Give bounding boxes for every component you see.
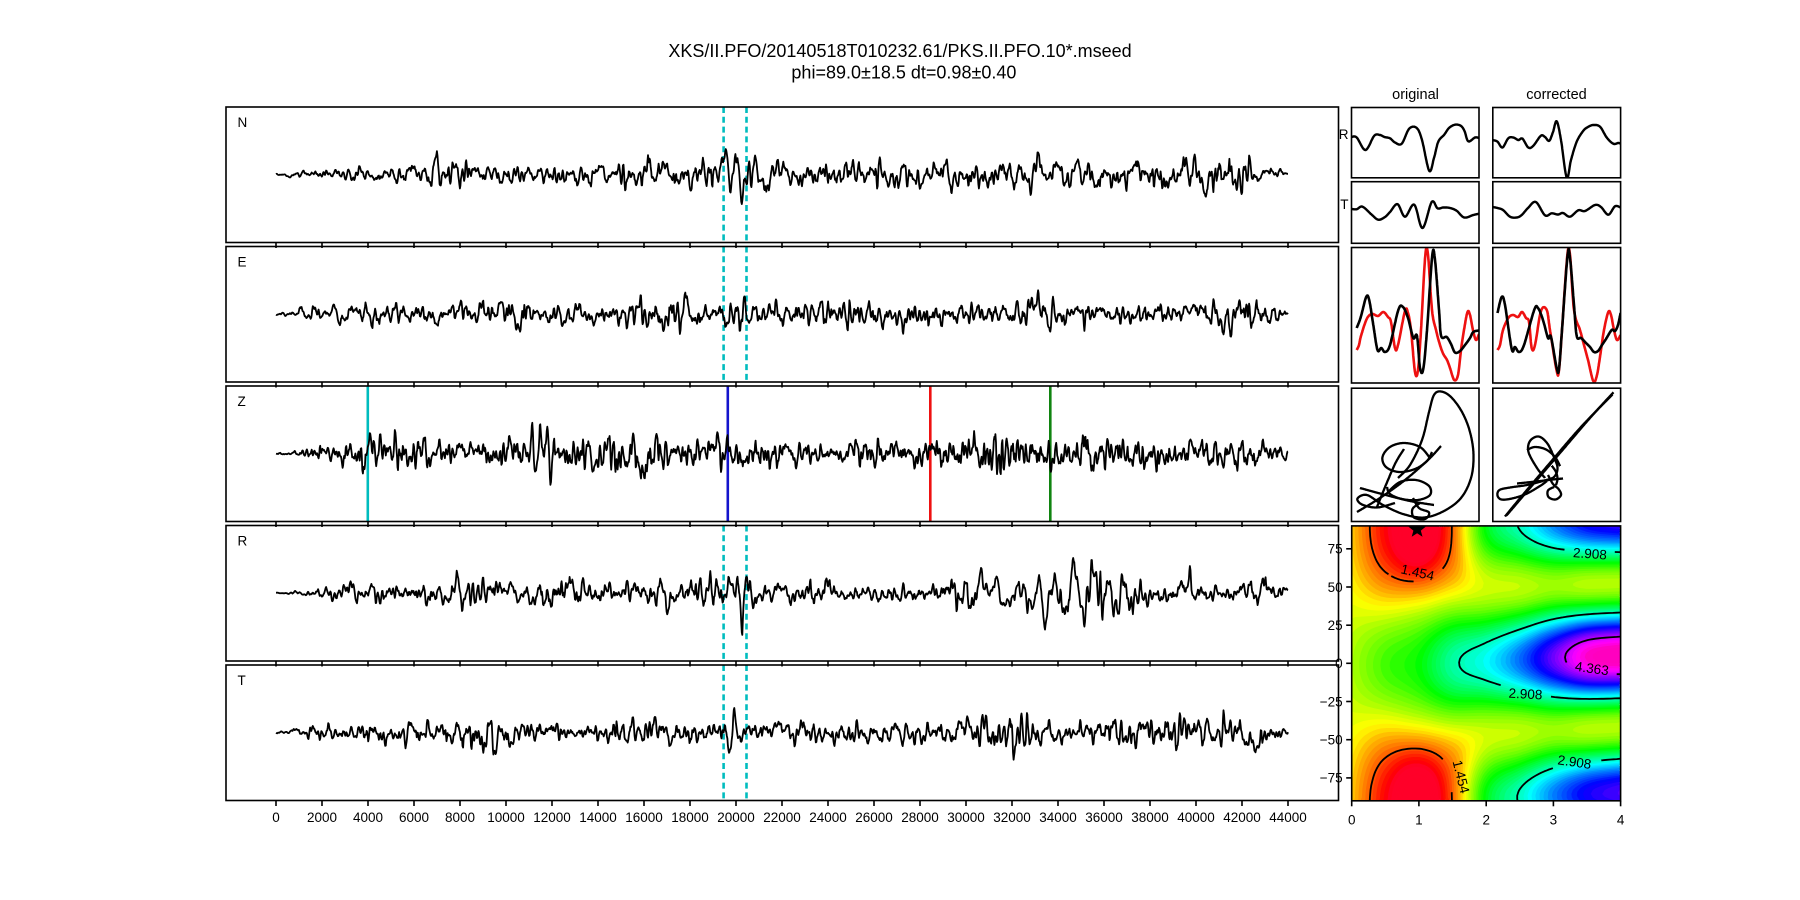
svg-text:4000: 4000 <box>353 810 383 825</box>
svg-text:N: N <box>238 115 248 130</box>
svg-text:14000: 14000 <box>579 810 617 825</box>
svg-text:28000: 28000 <box>901 810 939 825</box>
svg-text:−25: −25 <box>1320 694 1343 709</box>
svg-text:75: 75 <box>1328 542 1343 557</box>
svg-text:4.363: 4.363 <box>1574 659 1610 679</box>
svg-text:16000: 16000 <box>625 810 663 825</box>
svg-text:42000: 42000 <box>1223 810 1261 825</box>
svg-text:R: R <box>1339 127 1349 142</box>
svg-text:2000: 2000 <box>307 810 337 825</box>
svg-text:40000: 40000 <box>1177 810 1215 825</box>
svg-text:Z: Z <box>238 394 246 409</box>
svg-text:8000: 8000 <box>445 810 475 825</box>
svg-text:phi=89.0±18.5 dt=0.98±0.40: phi=89.0±18.5 dt=0.98±0.40 <box>791 63 1016 83</box>
svg-text:30000: 30000 <box>947 810 985 825</box>
svg-text:3: 3 <box>1550 813 1558 828</box>
svg-text:2.908: 2.908 <box>1508 686 1543 703</box>
svg-text:corrected: corrected <box>1526 87 1586 103</box>
svg-text:original: original <box>1392 87 1439 103</box>
svg-text:R: R <box>238 534 248 549</box>
svg-text:38000: 38000 <box>1131 810 1169 825</box>
svg-text:4: 4 <box>1617 813 1625 828</box>
svg-text:2.908: 2.908 <box>1573 545 1608 562</box>
svg-text:2: 2 <box>1482 813 1490 828</box>
svg-text:2.908: 2.908 <box>1557 752 1593 772</box>
svg-text:E: E <box>238 255 247 270</box>
svg-text:32000: 32000 <box>993 810 1031 825</box>
svg-text:−75: −75 <box>1320 771 1343 786</box>
svg-text:T: T <box>1340 197 1348 212</box>
svg-text:50: 50 <box>1328 580 1343 595</box>
svg-text:20000: 20000 <box>717 810 755 825</box>
svg-text:34000: 34000 <box>1039 810 1077 825</box>
svg-text:0: 0 <box>1348 813 1356 828</box>
svg-text:XKS/II.PFO/20140518T010232.61/: XKS/II.PFO/20140518T010232.61/PKS.II.PFO… <box>668 41 1131 61</box>
svg-text:0: 0 <box>272 810 280 825</box>
svg-text:36000: 36000 <box>1085 810 1123 825</box>
svg-text:1: 1 <box>1415 813 1423 828</box>
svg-text:44000: 44000 <box>1269 810 1307 825</box>
svg-text:0: 0 <box>1335 656 1343 671</box>
svg-text:T: T <box>238 673 246 688</box>
svg-text:6000: 6000 <box>399 810 429 825</box>
svg-text:26000: 26000 <box>855 810 893 825</box>
svg-text:12000: 12000 <box>533 810 571 825</box>
svg-text:10000: 10000 <box>487 810 525 825</box>
svg-text:24000: 24000 <box>809 810 847 825</box>
svg-text:18000: 18000 <box>671 810 709 825</box>
svg-text:−50: −50 <box>1320 733 1343 748</box>
svg-text:25: 25 <box>1328 618 1343 633</box>
svg-text:22000: 22000 <box>763 810 801 825</box>
